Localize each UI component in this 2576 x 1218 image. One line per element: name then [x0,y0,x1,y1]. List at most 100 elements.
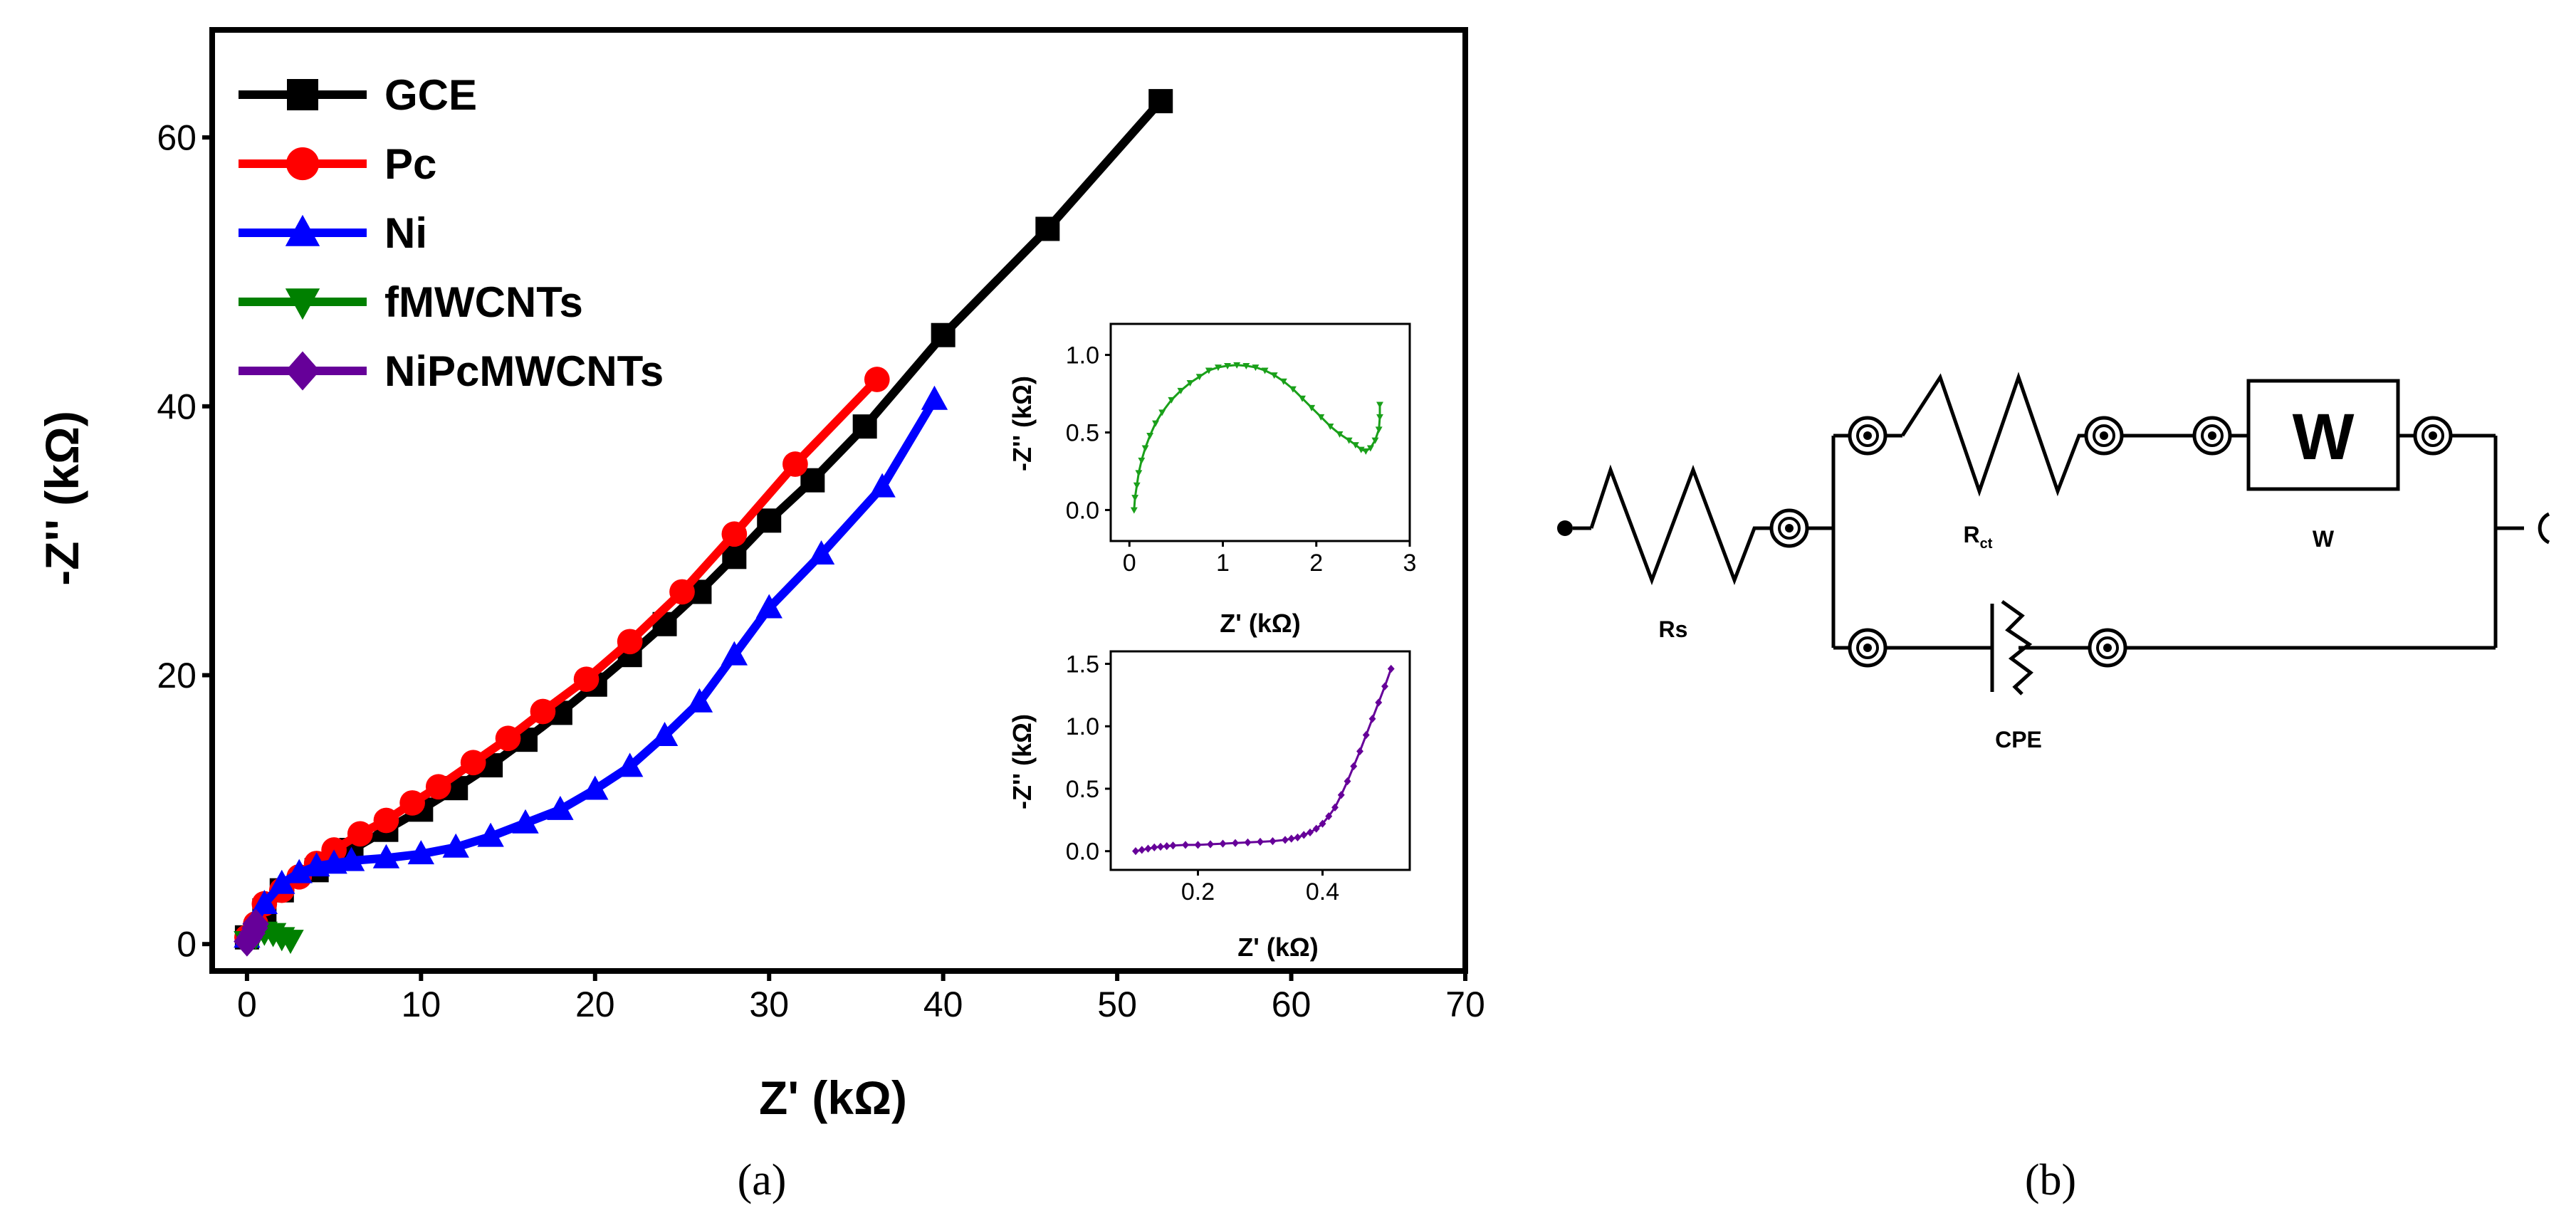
caption-a: (a) [738,1156,787,1204]
inset1-line-fmwcnts [1133,364,1381,510]
inset1-point-fmwcnts [1308,404,1316,411]
inset1-point-fmwcnts [1131,495,1139,502]
inset2-y-axis-label: -Z'' (kΩ) [1007,714,1037,809]
inset1-point-fmwcnts [1252,364,1260,372]
main-point-pc [495,725,521,752]
inset1-point-fmwcnts [1130,507,1138,514]
main-x-tick-label: 50 [1097,985,1137,1024]
warburg-box-label: W [2293,401,2355,473]
main-point-gce [757,508,782,533]
circuit-node [1848,416,1888,456]
inset2-point-nipcmwcnts [1138,846,1146,854]
inset1-point-fmwcnts [1186,379,1194,387]
inset1-point-fmwcnts [1242,362,1250,369]
main-x-axis-label: Z' (kΩ) [759,1071,907,1124]
inset1-series-fmwcnts [1130,362,1383,514]
inset1-point-fmwcnts [1205,367,1213,374]
inset2-point-nipcmwcnts [1368,715,1376,723]
legend-swatch-marker [285,288,320,320]
inset1-x-tick-label: 1 [1216,550,1230,577]
cpe-label: CPE [1995,727,2042,752]
rct-label-main: R [1964,522,1980,547]
circuit-node [2084,416,2124,456]
inset1-y-tick-label: 0.0 [1066,497,1099,524]
main-point-ni [286,859,313,883]
caption-b: (b) [2025,1156,2076,1204]
main-point-ni [616,752,644,777]
main-point-ni [268,869,295,894]
circuit-node [1848,628,1888,668]
inset2-point-nipcmwcnts [1337,791,1345,799]
inset1-point-fmwcnts [1135,470,1143,477]
main-point-ni [651,721,679,746]
inset2-point-nipcmwcnts [1344,777,1351,786]
main-y-tick-label: 60 [157,118,197,158]
legend-label: Ni [384,209,427,257]
main-point-ni [547,795,574,820]
rs-label: Rs [1659,616,1688,642]
inset-nipcmwcnts-plot: 0.2 0.4 0.0 0.5 1.0 1.5 [1066,650,1411,905]
rct-label: Rct [1964,522,1993,552]
legend-label: GCE [384,71,477,119]
main-point-pc [617,629,643,655]
main-point-ni [337,846,365,871]
inset1-point-fmwcnts [1152,420,1159,427]
inset1-point-fmwcnts [1168,397,1176,404]
main-point-ni [442,833,469,858]
inset2-line-nipcmwcnts [1135,668,1393,853]
inset2-point-nipcmwcnts [1319,819,1326,828]
inset2-point-nipcmwcnts [1232,839,1239,847]
main-x-tick-label: 0 [237,985,257,1024]
inset1-point-fmwcnts [1141,445,1149,452]
inset1-point-fmwcnts [1279,378,1287,385]
rct-label-subscript: ct [1980,536,1993,552]
main-point-pc [530,698,556,725]
inset2-y-tick-label: 0.5 [1066,776,1099,803]
inset2-point-nipcmwcnts [1163,842,1171,851]
inset1-point-fmwcnts [1351,442,1359,449]
main-y-tick-label: 20 [157,656,197,695]
inset2-point-nipcmwcnts [1362,730,1370,740]
main-frame [209,27,1468,974]
inset2-x-axis-label: Z' (kΩ) [1237,933,1318,962]
inset1-point-fmwcnts [1138,457,1146,464]
legend-item-fmwcnts: fMWCNTs [239,278,583,326]
inset1-point-fmwcnts [1362,448,1370,455]
inset2-point-nipcmwcnts [1307,828,1314,836]
inset2-point-nipcmwcnts [1157,842,1164,851]
main-point-pc [347,821,373,847]
legend-label: NiPcMWCNTs [384,347,664,395]
inset1-point-fmwcnts [1375,426,1383,434]
inset2-point-nipcmwcnts [1169,841,1177,850]
legend-item-ni: Ni [239,209,427,257]
circuit-nodes [1769,416,2453,668]
main-point-ni [582,775,609,800]
inset2-y-tick-label: 1.0 [1066,713,1099,740]
circuit-node [2088,628,2127,668]
inset2-y-tick-label: 0.0 [1066,839,1099,866]
inset1-point-fmwcnts [1371,437,1379,444]
inset1-x-tick-label: 0 [1123,550,1136,577]
circuit-node [2192,416,2232,456]
main-point-ni [372,844,400,868]
main-point-ni [512,809,539,834]
legend-item-gce: GCE [239,71,477,119]
main-point-ni [251,890,278,915]
inset1-point-fmwcnts [1376,414,1383,421]
main-point-ni [477,822,504,847]
inset2-point-nipcmwcnts [1287,834,1295,843]
inset2-point-nipcmwcnts [1144,844,1152,853]
inset1-point-fmwcnts [1270,372,1278,379]
warburg-label: W [2313,526,2335,552]
equivalent-circuit: Rs Rct W W CPE [1557,372,2550,752]
main-point-pc [721,521,748,547]
inset2-point-nipcmwcnts [1312,824,1320,833]
inset1-y-tick-label: 0.5 [1066,419,1099,446]
main-plot-series [234,89,1173,957]
inset2-point-nipcmwcnts [1282,836,1289,844]
main-point-pc [460,750,486,776]
inset1-point-fmwcnts [1233,362,1241,369]
legend-swatch-marker [285,214,320,246]
inset1-point-fmwcnts [1261,367,1269,374]
